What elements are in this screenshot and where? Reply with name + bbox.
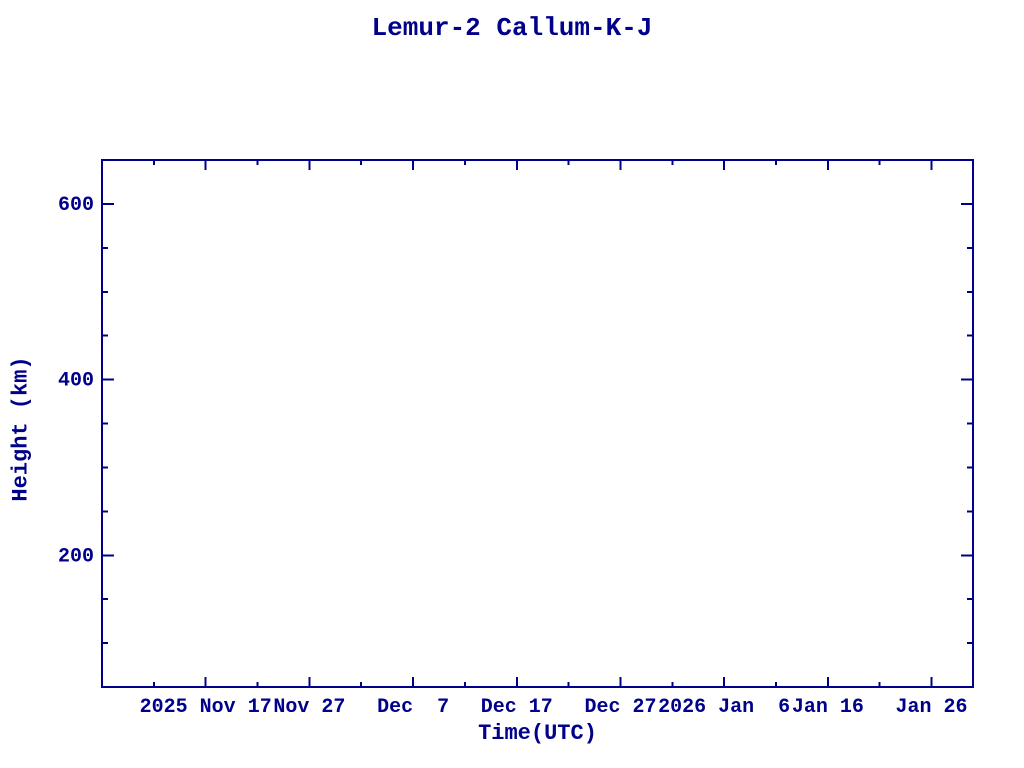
- x-tick-label: Nov 27: [273, 696, 345, 719]
- y-tick-label: 400: [58, 370, 94, 393]
- x-axis-label: Time(UTC): [478, 721, 597, 746]
- x-tick-label: Dec 7: [377, 696, 449, 719]
- x-tick-label: Jan 16: [792, 696, 864, 719]
- x-tick-label: 2025 Nov 17: [140, 696, 272, 719]
- x-tick-label: 2026 Jan 6: [658, 696, 790, 719]
- x-tick-label: Dec 27: [584, 696, 656, 719]
- x-tick-label: Jan 26: [896, 696, 968, 719]
- y-tick-label: 600: [58, 194, 94, 217]
- y-tick-label: 200: [58, 545, 94, 568]
- chart-title: Lemur-2 Callum-K-J: [371, 13, 653, 43]
- x-tick-label: Dec 17: [481, 696, 553, 719]
- plot-frame: [101, 159, 974, 688]
